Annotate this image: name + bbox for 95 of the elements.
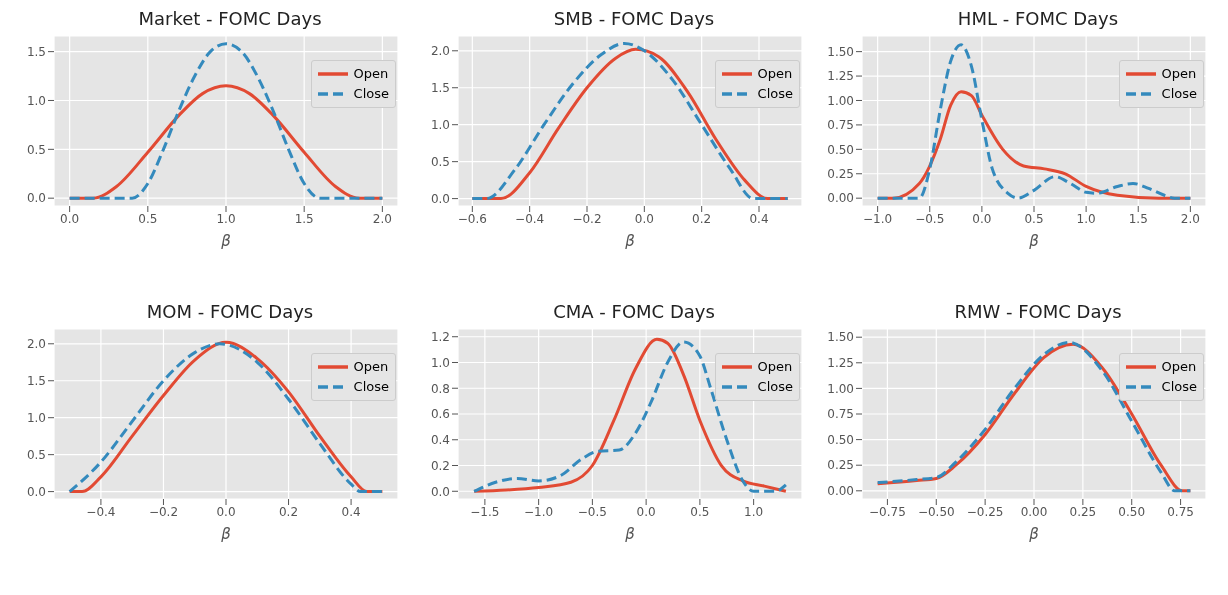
y-tick-label: 0.50 (827, 142, 854, 157)
y-tick-label: 0.0 (26, 191, 46, 206)
y-tick-label: 0.25 (827, 458, 854, 473)
x-axis-title: β (1028, 525, 1040, 543)
y-tick-label: 2.0 (430, 44, 450, 59)
x-tick-label: −0.5 (915, 211, 945, 226)
chart-title: MOM - FOMC Days (145, 301, 315, 324)
y-tick-label: 0.2 (430, 458, 450, 473)
x-tick-label: 0.75 (1167, 504, 1194, 519)
y-tick-label: 1.50 (827, 330, 854, 345)
y-tick-label: 1.0 (430, 355, 450, 370)
y-tick-label: 1.0 (26, 410, 46, 425)
chart-title: CMA - FOMC Days (552, 301, 716, 324)
x-tick-label: 1.0 (216, 211, 236, 226)
y-tick-label: 1.25 (827, 69, 854, 84)
y-tick-label: 1.0 (430, 117, 450, 132)
x-tick-label: 2.0 (1180, 211, 1200, 226)
y-tick-label: 1.00 (827, 381, 854, 396)
y-tick-label: 1.50 (827, 44, 854, 59)
y-tick-label: 0.75 (827, 118, 854, 133)
x-tick-label: 1.5 (1128, 211, 1148, 226)
y-tick-label: 0.4 (430, 433, 450, 448)
x-axis-title: β (220, 232, 232, 250)
y-tick-label: 0.6 (430, 407, 450, 422)
x-axis-title: β (1028, 232, 1040, 250)
y-tick-label: 2.0 (26, 337, 46, 352)
legend-label: Close (757, 85, 793, 103)
x-tick-label: −0.6 (457, 211, 487, 226)
y-tick-label: 1.5 (430, 81, 450, 95)
x-tick-label: 0.0 (636, 504, 656, 519)
y-tick-label: 0.0 (430, 191, 450, 206)
x-tick-label: 1.0 (1076, 211, 1096, 226)
y-tick-label: 1.5 (26, 44, 46, 59)
y-tick-label: 1.00 (827, 93, 854, 108)
y-tick-label: 0.0 (26, 484, 46, 499)
legend-label: Close (353, 85, 389, 103)
x-tick-label: −0.2 (148, 504, 179, 519)
x-tick-label: −1.0 (524, 504, 554, 519)
y-tick-label: 0.5 (26, 447, 46, 462)
legend-label: Open (1161, 358, 1197, 376)
x-tick-label: −0.2 (572, 211, 602, 226)
x-tick-label: 0.0 (972, 211, 992, 226)
legend-label: Close (1161, 378, 1197, 396)
x-tick-label: 0.0 (216, 504, 236, 519)
y-tick-label: 0.8 (430, 381, 450, 396)
y-tick-label: 0.00 (827, 191, 854, 206)
y-tick-label: 0.25 (827, 167, 854, 182)
x-tick-label: 1.0 (744, 504, 764, 519)
x-tick-label: −1.0 (863, 211, 893, 226)
y-tick-label: 1.0 (26, 93, 46, 108)
y-tick-label: 1.5 (26, 374, 46, 388)
y-tick-label: 0.00 (827, 484, 854, 499)
x-tick-label: −0.75 (869, 504, 906, 519)
x-tick-label: −0.50 (917, 504, 955, 519)
x-tick-label: 0.4 (341, 504, 361, 519)
x-tick-label: −0.4 (86, 504, 116, 519)
chart-title: Market - FOMC Days (137, 8, 323, 31)
y-tick-label: 0.0 (430, 484, 450, 499)
x-tick-label: 0.0 (634, 211, 654, 226)
x-tick-label: 0.5 (138, 211, 158, 226)
x-tick-label: −1.5 (470, 504, 500, 519)
y-tick-label: 1.2 (430, 329, 450, 344)
x-axis-title: β (220, 525, 232, 543)
chart-title: RMW - FOMC Days (953, 301, 1123, 324)
legend-label: Open (353, 65, 389, 83)
x-tick-label: 0.5 (1024, 211, 1044, 226)
x-tick-label: 0.2 (692, 211, 712, 226)
x-tick-label: 0.2 (279, 504, 299, 519)
legend-label: Open (757, 358, 793, 376)
x-tick-label: −0.4 (515, 211, 545, 226)
y-tick-label: 0.50 (827, 432, 854, 447)
legend-label: Close (353, 378, 389, 396)
x-tick-label: 0.5 (690, 504, 710, 519)
legend-label: Open (1161, 65, 1197, 83)
x-tick-label: −0.25 (966, 504, 1004, 519)
y-tick-label: 1.25 (827, 356, 854, 371)
x-tick-label: 0.25 (1069, 504, 1097, 519)
x-tick-label: 2.0 (372, 211, 392, 226)
y-tick-label: 0.5 (26, 142, 46, 157)
chart-title: HML - FOMC Days (956, 8, 1120, 31)
x-axis-title: β (624, 232, 636, 250)
legend-label: Close (757, 378, 793, 396)
x-tick-label: −0.5 (577, 504, 607, 519)
y-tick-label: 0.5 (430, 154, 450, 169)
x-tick-label: 1.5 (294, 211, 314, 226)
x-axis-title: β (624, 525, 636, 543)
x-tick-label: 0.50 (1118, 504, 1146, 519)
chart-title: SMB - FOMC Days (552, 8, 716, 31)
x-tick-label: 0.0 (60, 211, 80, 226)
y-tick-label: 0.75 (827, 407, 854, 422)
x-tick-label: 0.00 (1020, 504, 1048, 519)
legend-label: Open (353, 358, 389, 376)
x-tick-label: 0.4 (749, 211, 769, 226)
legend-label: Close (1161, 85, 1197, 103)
legend-label: Open (757, 65, 793, 83)
